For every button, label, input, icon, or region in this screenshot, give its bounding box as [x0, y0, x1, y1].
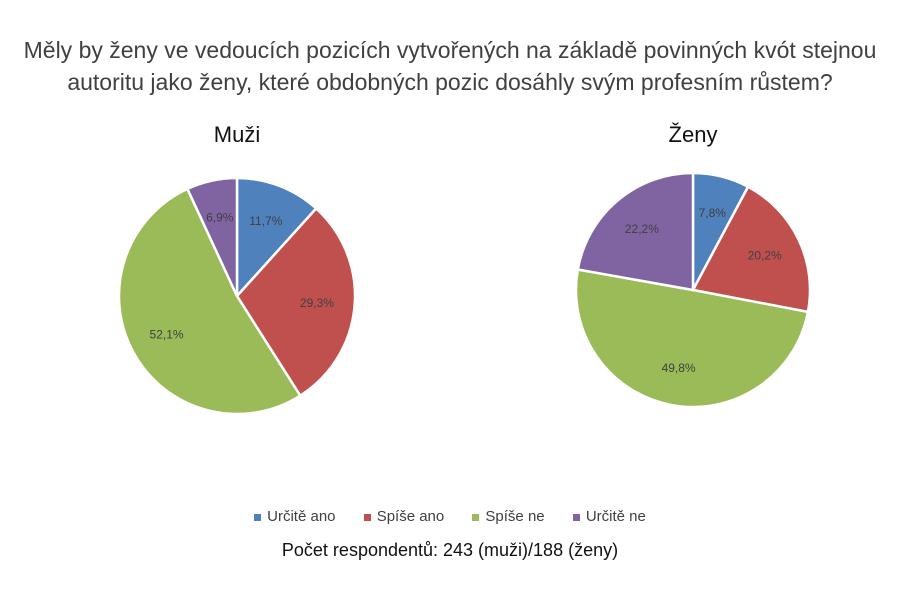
respondents-note: Počet respondentů: 243 (muži)/188 (ženy)	[281, 540, 619, 560]
data-label: 49,8%	[662, 361, 696, 375]
data-label: 7,8%	[699, 206, 727, 220]
legend-swatch	[472, 513, 480, 521]
legend-item: Spíše ne	[472, 508, 545, 525]
legend-item: Spíše ano	[363, 508, 445, 525]
pie-slice	[235, 176, 318, 300]
data-label: 6,9%	[206, 211, 234, 225]
pie-slice	[185, 176, 239, 297]
legend-item: Určitě ne	[572, 508, 646, 525]
legend-swatch	[572, 513, 580, 521]
data-label: 52,1%	[150, 327, 184, 341]
chart-title: Měly by ženy ve vedoucích pozicích vytvo…	[23, 37, 877, 95]
pie-slice	[574, 268, 810, 409]
legend-label: Určitě ne	[585, 508, 646, 525]
pie-title-women: Ženy	[668, 122, 718, 147]
legend: Určitě ano Spíše ano Spíše ne Určitě ne	[0, 508, 900, 525]
data-label: 11,7%	[249, 214, 282, 228]
pie-slice	[235, 206, 357, 398]
pie-slice	[117, 187, 302, 416]
legend-item: Určitě ano	[254, 508, 336, 525]
pie-slice	[691, 185, 812, 314]
legend-label: Spíše ano	[376, 508, 445, 525]
data-label: 20,2%	[748, 249, 782, 263]
legend-label: Určitě ano	[267, 508, 336, 525]
data-label: 29,3%	[300, 296, 334, 310]
legend-label: Spíše ne	[485, 508, 545, 525]
data-label: 22,2%	[625, 222, 659, 236]
pie-slice	[576, 171, 695, 292]
pie-title-men: Muži	[213, 122, 261, 147]
legend-swatch	[363, 513, 371, 521]
legend-swatch	[254, 513, 262, 521]
